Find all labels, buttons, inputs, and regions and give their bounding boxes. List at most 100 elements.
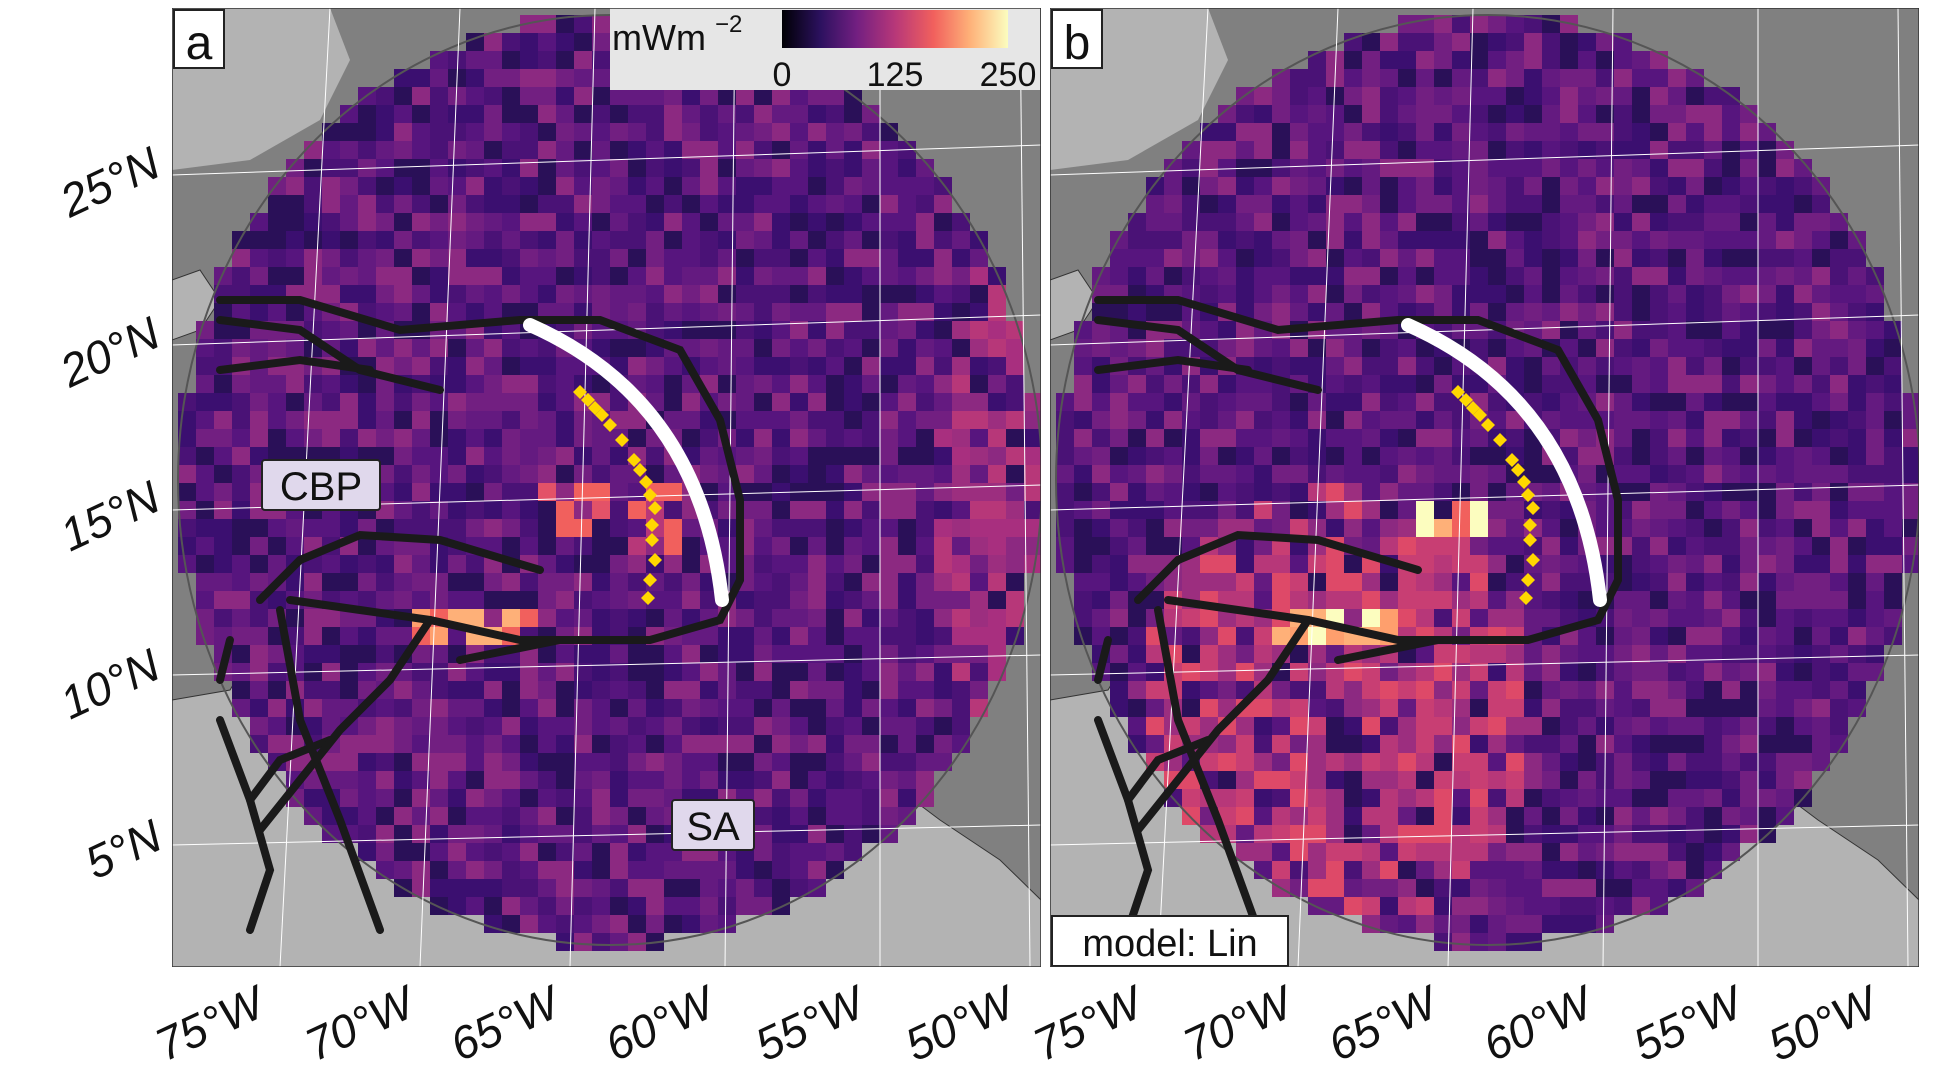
heat-flow-cell — [1416, 15, 1434, 33]
heat-flow-cell — [1164, 249, 1182, 267]
heat-flow-cell — [1542, 159, 1560, 177]
heat-flow-cell — [1254, 285, 1272, 303]
heat-flow-cell — [376, 843, 394, 861]
heat-flow-cell — [1470, 177, 1488, 195]
heat-flow-cell — [1812, 519, 1830, 537]
heat-flow-cell — [466, 411, 484, 429]
heat-flow-cell — [610, 159, 628, 177]
heat-flow-cell — [592, 177, 610, 195]
heat-flow-cell — [1740, 519, 1758, 537]
heat-flow-cell — [484, 447, 502, 465]
heat-flow-cell — [340, 195, 358, 213]
heat-flow-cell — [1614, 447, 1632, 465]
heat-flow-cell — [1272, 195, 1290, 213]
heat-flow-cell — [628, 285, 646, 303]
heat-flow-cell — [1866, 519, 1884, 537]
lat-tick-label: 10°N — [52, 638, 168, 729]
heat-flow-cell — [1326, 897, 1344, 915]
heat-flow-cell — [754, 807, 772, 825]
heat-flow-cell — [952, 213, 970, 231]
heat-flow-cell — [502, 429, 520, 447]
heat-flow-cell — [1758, 519, 1776, 537]
heat-flow-cell — [1452, 771, 1470, 789]
heat-flow-cell — [826, 717, 844, 735]
heat-flow-cell — [1326, 429, 1344, 447]
heat-flow-cell — [394, 573, 412, 591]
heat-flow-cell — [1794, 447, 1812, 465]
heat-flow-cell — [1686, 357, 1704, 375]
heat-flow-cell — [268, 681, 286, 699]
heat-flow-cell — [1218, 123, 1236, 141]
heat-flow-cell — [1434, 483, 1452, 501]
heat-flow-cell — [736, 735, 754, 753]
heat-flow-cell — [502, 609, 520, 627]
heat-flow-cell — [898, 753, 916, 771]
heat-flow-cell — [1470, 51, 1488, 69]
heat-flow-cell — [1470, 789, 1488, 807]
heat-flow-cell — [1578, 249, 1596, 267]
heat-flow-cell — [628, 123, 646, 141]
heat-flow-cell — [1272, 465, 1290, 483]
heat-flow-cell — [502, 771, 520, 789]
heat-flow-cell — [880, 519, 898, 537]
heat-flow-cell — [1884, 501, 1902, 519]
heat-flow-cell — [520, 123, 538, 141]
heat-flow-cell — [1704, 447, 1722, 465]
heat-flow-cell — [628, 789, 646, 807]
heat-flow-cell — [1740, 789, 1758, 807]
heat-flow-cell — [1272, 555, 1290, 573]
heat-flow-cell — [1632, 231, 1650, 249]
heat-flow-cell — [1794, 339, 1812, 357]
heat-flow-cell — [1128, 645, 1146, 663]
heat-flow-cell — [574, 195, 592, 213]
heat-flow-cell — [1668, 465, 1686, 483]
heat-flow-cell — [610, 537, 628, 555]
heat-flow-cell — [700, 357, 718, 375]
heat-flow-cell — [970, 537, 988, 555]
heat-flow-cell — [1776, 771, 1794, 789]
heat-flow-cell — [826, 825, 844, 843]
heat-flow-cell — [1416, 285, 1434, 303]
heat-flow-cell — [1704, 375, 1722, 393]
heat-flow-cell — [196, 573, 214, 591]
heat-flow-cell — [862, 699, 880, 717]
heat-flow-cell — [538, 879, 556, 897]
heat-flow-cell — [1848, 447, 1866, 465]
heat-flow-cell — [520, 195, 538, 213]
heat-flow-cell — [232, 573, 250, 591]
heat-flow-cell — [1848, 501, 1866, 519]
heat-flow-cell — [736, 393, 754, 411]
heat-flow-cell — [1470, 825, 1488, 843]
heat-flow-cell — [916, 393, 934, 411]
lon-tick-label: 60°W — [1475, 974, 1604, 1071]
heat-flow-cell — [1380, 393, 1398, 411]
heat-flow-cell — [718, 861, 736, 879]
heat-flow-cell — [484, 429, 502, 447]
heat-flow-cell — [1506, 177, 1524, 195]
heat-flow-cell — [1380, 177, 1398, 195]
heat-flow-cell — [1452, 267, 1470, 285]
heat-flow-cell — [1632, 105, 1650, 123]
heat-flow-cell — [1326, 87, 1344, 105]
heat-flow-cell — [196, 483, 214, 501]
heat-flow-cell — [772, 87, 790, 105]
heat-flow-cell — [1686, 87, 1704, 105]
heat-flow-cell — [1200, 375, 1218, 393]
heat-flow-cell — [1794, 213, 1812, 231]
heat-flow-cell — [754, 465, 772, 483]
heat-flow-cell — [1704, 213, 1722, 231]
heat-flow-cell — [1542, 807, 1560, 825]
heat-flow-cell — [1848, 609, 1866, 627]
heat-flow-cell — [844, 411, 862, 429]
heat-flow-cell — [358, 825, 376, 843]
heat-flow-cell — [1488, 393, 1506, 411]
heat-flow-cell — [520, 591, 538, 609]
heat-flow-cell — [304, 789, 322, 807]
heat-flow-cell — [1092, 537, 1110, 555]
heat-flow-cell — [1794, 663, 1812, 681]
heat-flow-cell — [664, 681, 682, 699]
heat-flow-cell — [1272, 249, 1290, 267]
heat-flow-cell — [718, 267, 736, 285]
heat-flow-cell — [1488, 609, 1506, 627]
heat-flow-cell — [1542, 195, 1560, 213]
